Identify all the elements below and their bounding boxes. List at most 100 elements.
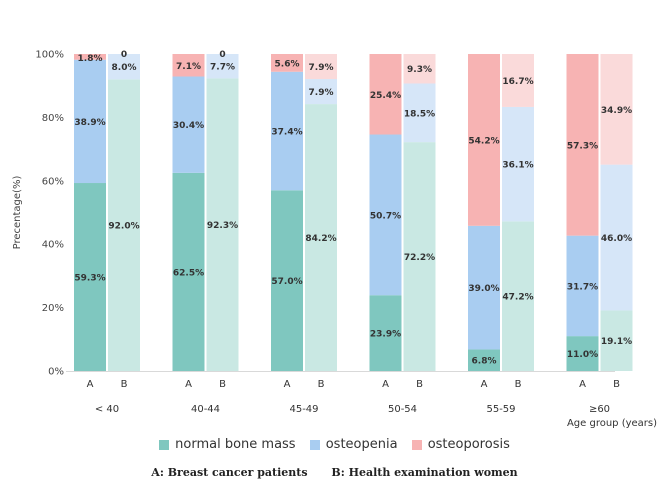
bar-label: A <box>382 379 389 390</box>
data-label: 16.7% <box>502 77 533 87</box>
bar-segment-osteopenia <box>468 225 500 350</box>
bar-segment-osteopenia <box>566 235 599 337</box>
bar-segment-osteoporosis <box>305 54 337 80</box>
bar-segment-osteopenia <box>74 59 106 184</box>
bar-segment-osteopenia <box>369 134 402 296</box>
data-label: 84.2% <box>305 234 336 244</box>
y-tick-label: 20% <box>42 303 64 314</box>
data-label: 7.7% <box>210 63 235 73</box>
x-tick-label: ≥60 <box>589 404 610 415</box>
bar-segment-normal <box>468 349 500 371</box>
bar-segment-normal <box>566 336 599 371</box>
legend-item-osteopenia: osteopenia <box>309 437 398 452</box>
data-label: 18.5% <box>404 109 435 119</box>
bar-segment-normal <box>403 142 436 371</box>
x-tick-label: 55-59 <box>486 404 515 415</box>
y-tick-label: 0% <box>48 367 64 378</box>
data-label: 92.0% <box>108 222 139 232</box>
data-label: 50.7% <box>370 211 401 221</box>
data-label: 30.4% <box>173 121 204 131</box>
legend-item-normal: normal bone mass <box>159 437 296 452</box>
data-label: 37.4% <box>271 128 302 138</box>
bar-segment-osteopenia <box>502 106 534 222</box>
bar-segment-normal <box>108 79 140 372</box>
legend-label-osteoporosis: osteoporosis <box>427 437 510 452</box>
legend: normal bone mass osteopenia osteoporosis <box>0 437 669 454</box>
bar-label: A <box>185 379 192 390</box>
x-axis-title: Age group (years) <box>567 418 657 429</box>
data-label: 57.0% <box>271 277 302 287</box>
x-tick-label: 45-49 <box>289 404 318 415</box>
data-label: 92.3% <box>207 221 238 231</box>
data-label: 25.4% <box>370 91 401 101</box>
legend-swatch-osteoporosis <box>411 439 422 450</box>
legend-label-normal: normal bone mass <box>175 437 296 452</box>
bar-segment-osteopenia <box>403 83 436 143</box>
bar-segment-osteoporosis <box>600 54 633 165</box>
bar-segment-osteoporosis <box>403 54 436 84</box>
caption-a: A: Breast cancer patients <box>151 466 308 479</box>
y-tick-label: 60% <box>42 176 64 187</box>
bar-label: B <box>219 379 226 390</box>
bar-segment-normal <box>271 190 303 371</box>
bar-segment-osteopenia <box>271 71 303 191</box>
data-label: 7.9% <box>309 63 334 73</box>
bar-label: B <box>318 379 325 390</box>
bar-label: A <box>284 379 291 390</box>
data-label: 7.9% <box>309 88 334 98</box>
caption: A: Breast cancer patients B: Health exam… <box>0 466 669 479</box>
bar-segment-normal <box>172 172 205 371</box>
data-label: 31.7% <box>567 282 598 292</box>
data-label: 9.3% <box>407 65 432 75</box>
bar-segment-osteopenia <box>600 164 633 311</box>
bar-segment-osteopenia <box>172 76 205 173</box>
data-label: 8.0% <box>112 63 137 73</box>
y-tick-label: 80% <box>42 113 64 124</box>
data-label: 0 <box>121 50 127 60</box>
data-label: 59.3% <box>74 274 105 284</box>
data-label: 11.0% <box>567 350 598 360</box>
bar-label: B <box>416 379 423 390</box>
data-label: 62.5% <box>173 268 204 278</box>
stacked-bar-chart: Precentage(%) 0% 20% 40% 60% 80% 100% 59.3% 38.9… <box>12 50 657 430</box>
bar-segment-normal <box>305 104 337 371</box>
caption-b: B: Health examination women <box>331 466 518 479</box>
bar-label: A <box>481 379 488 390</box>
bar-segment-osteopenia <box>206 54 239 79</box>
bar-segment-osteoporosis <box>468 54 500 226</box>
bar-segment-osteoporosis <box>172 54 205 77</box>
data-label: 5.6% <box>275 59 300 69</box>
data-label: 46.0% <box>601 234 632 244</box>
data-label: 57.3% <box>567 141 598 151</box>
data-label: 39.0% <box>468 284 499 294</box>
bar-segment-osteoporosis <box>566 54 599 236</box>
data-label: 34.9% <box>601 106 632 116</box>
bar-segment-normal <box>369 295 402 371</box>
legend-label-osteopenia: osteopenia <box>325 437 398 452</box>
bar-label: B <box>515 379 522 390</box>
data-label: 6.8% <box>472 357 497 367</box>
legend-swatch-osteopenia <box>309 439 320 450</box>
legend-swatch-normal <box>159 439 170 450</box>
data-label: 54.2% <box>468 136 499 146</box>
y-axis-title: Precentage(%) <box>12 176 23 250</box>
y-tick-label: 40% <box>42 240 64 251</box>
bar-label: B <box>613 379 620 390</box>
bar-segment-normal <box>502 221 534 371</box>
x-tick-label: < 40 <box>95 404 119 415</box>
x-tick-label: 40-44 <box>191 404 220 415</box>
bar-label: A <box>579 379 586 390</box>
bar-segment-osteopenia <box>305 79 337 105</box>
bar-label: A <box>87 379 94 390</box>
data-label: 19.1% <box>601 337 632 347</box>
data-label: 23.9% <box>370 330 401 340</box>
data-label: 47.2% <box>502 293 533 303</box>
data-label: 7.1% <box>176 62 201 72</box>
data-label: 36.1% <box>502 161 533 171</box>
legend-item-osteoporosis: osteoporosis <box>411 437 510 452</box>
bar-segment-normal <box>74 183 106 371</box>
bar-label: B <box>121 379 128 390</box>
bar-segment-normal <box>206 78 239 371</box>
bar-segment-osteoporosis <box>271 54 303 72</box>
data-label: 0 <box>219 50 225 60</box>
